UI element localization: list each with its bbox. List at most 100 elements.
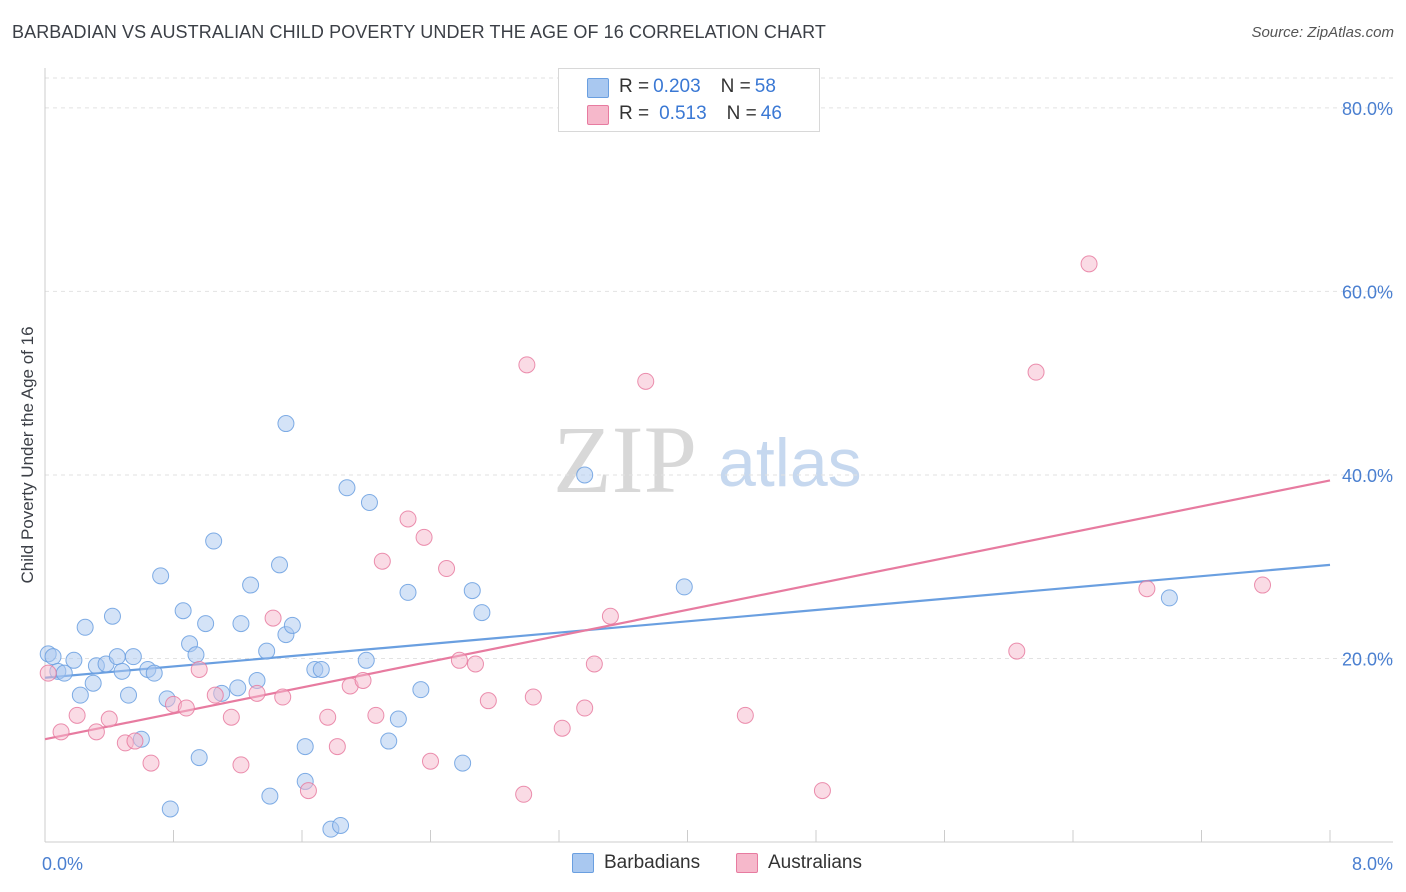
data-point-barbadians [463, 582, 481, 600]
data-point-australians [232, 756, 250, 774]
data-point-australians [515, 785, 533, 803]
data-point-australians [524, 688, 542, 706]
legend-n-label: N = [720, 76, 751, 97]
data-point-australians [373, 552, 391, 570]
data-point-australians [466, 655, 484, 673]
y-tick-label: 60.0% [1342, 282, 1393, 302]
data-point-australians [438, 560, 456, 578]
data-point-barbadians [271, 556, 289, 574]
trend-line-australians [44, 479, 1331, 741]
legend-r-value: 0.513 [659, 103, 707, 124]
data-point-australians [1008, 642, 1026, 660]
data-point-barbadians [380, 732, 398, 750]
data-point-australians [100, 710, 118, 728]
data-point-australians [328, 738, 346, 756]
data-point-australians [1080, 255, 1098, 273]
data-point-barbadians [197, 615, 215, 633]
data-point-australians [1254, 576, 1272, 594]
y-tick-label: 20.0% [1342, 649, 1393, 669]
data-point-australians [39, 664, 57, 682]
data-point-barbadians [124, 648, 142, 666]
data-point-barbadians [71, 686, 89, 704]
data-point-australians [422, 752, 439, 770]
data-point-barbadians [296, 738, 314, 756]
data-point-australians [142, 754, 160, 772]
data-point-australians [52, 723, 70, 741]
legend-swatch-barbadians [587, 78, 609, 98]
data-point-australians [450, 651, 468, 669]
data-point-australians [601, 607, 619, 625]
data-point-barbadians [454, 754, 472, 772]
data-point-australians [68, 706, 86, 724]
legend-row-australians: R = 0.513 N = 46 [619, 102, 782, 126]
data-point-barbadians [242, 576, 260, 594]
legend-r-label: R = [619, 76, 650, 97]
data-point-australians [87, 723, 105, 741]
data-point-australians [1138, 580, 1156, 598]
data-point-barbadians [473, 604, 491, 622]
legend-n-value: 58 [754, 76, 776, 97]
y-tick-label: 80.0% [1342, 99, 1393, 119]
data-point-barbadians [108, 648, 126, 666]
data-point-australians [299, 782, 317, 800]
data-point-australians [1027, 363, 1045, 381]
y-tick-labels: 20.0% 40.0% 60.0% 80.0% [1342, 99, 1393, 670]
data-point-barbadians [113, 662, 131, 680]
data-point-australians [190, 660, 208, 678]
data-point-australians [813, 782, 831, 800]
source-label: Source: ZipAtlas.com [1251, 24, 1394, 41]
correlation-legend: R = 0.203 N = 58 R = 0.513 N = 46 [558, 68, 820, 132]
data-point-barbadians [261, 787, 279, 805]
legend-r-label: R = [619, 103, 650, 124]
data-point-barbadians [389, 710, 407, 728]
legend-swatch [572, 853, 594, 873]
data-point-barbadians [145, 664, 163, 682]
legend-item-barbadians: Barbadians [572, 852, 700, 874]
data-point-barbadians [258, 642, 276, 660]
data-point-barbadians [357, 651, 375, 669]
watermark-atlas: atlas [718, 425, 862, 501]
data-point-barbadians [360, 493, 378, 511]
data-point-barbadians [229, 679, 247, 697]
data-point-barbadians [44, 648, 62, 666]
trend-line-barbadians [44, 563, 1331, 679]
x-tick-label: 0.0% [42, 854, 83, 874]
data-point-barbadians [232, 615, 250, 633]
data-point-barbadians [65, 651, 83, 669]
data-point-australians [126, 732, 144, 750]
data-point-barbadians [399, 583, 417, 601]
data-point-australians [585, 655, 603, 673]
gridlines [45, 77, 1393, 659]
data-point-australians [177, 699, 195, 717]
legend-label: Barbadians [604, 852, 701, 873]
watermark: ZIP atlas [553, 406, 862, 513]
data-point-barbadians [174, 602, 192, 620]
trend-lines [44, 479, 1331, 741]
data-point-barbadians [103, 607, 121, 625]
data-point-australians [399, 510, 417, 528]
data-point-australians [367, 706, 385, 724]
legend-n-value: 46 [760, 103, 782, 124]
x-tick-labels: 0.0% 8.0% [42, 854, 1393, 874]
legend-row-barbadians: R = 0.203 N = 58 [619, 75, 776, 99]
series-legend: Barbadians Australians [0, 852, 1406, 878]
data-point-australians [248, 684, 266, 702]
legend-r-value: 0.203 [653, 76, 701, 97]
x-tick-label: 8.0% [1352, 854, 1393, 874]
data-point-barbadians [312, 660, 330, 678]
legend-swatch [736, 853, 758, 873]
axes [44, 68, 1393, 843]
legend-n-label: N = [726, 103, 757, 124]
data-point-barbadians [190, 749, 208, 767]
data-point-australians [553, 719, 571, 737]
legend-label: Australians [768, 852, 862, 873]
data-point-barbadians [338, 479, 356, 497]
y-tick-label: 40.0% [1342, 466, 1393, 486]
watermark-zip: ZIP [553, 406, 697, 513]
data-point-australians [222, 708, 240, 726]
chart-title: BARBADIAN VS AUSTRALIAN CHILD POVERTY UN… [12, 22, 827, 42]
data-point-barbadians [332, 816, 350, 834]
data-point-barbadians [675, 578, 693, 596]
data-point-barbadians [187, 646, 205, 664]
